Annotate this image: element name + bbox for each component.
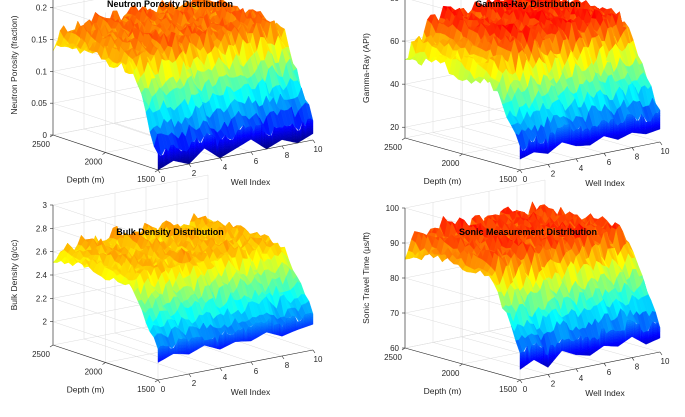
x-tick-label: 2 <box>192 169 197 178</box>
surface-facet <box>287 125 290 129</box>
surface-facet <box>564 124 567 127</box>
chart-title: Neutron Porosity Distribution <box>107 0 233 9</box>
z-tick-label: 0.1 <box>36 67 48 76</box>
surface-facet <box>178 338 182 341</box>
y-tick-mark <box>154 169 159 173</box>
x-tick-mark <box>603 153 607 157</box>
y-axis-label: Depth (m) <box>424 176 462 186</box>
surface-facet <box>566 131 570 135</box>
z-axis-label: Neutron Porosity (fraction) <box>9 15 19 114</box>
z-tick-label: 0 <box>43 131 48 140</box>
y-tick-label: 1500 <box>137 175 155 184</box>
surface-facet <box>307 118 311 122</box>
surface-facet <box>557 127 560 131</box>
x-tick-label: 6 <box>254 157 259 166</box>
x-axis-label: Well Index <box>585 178 625 188</box>
surface-facet <box>258 128 262 132</box>
z-tick-label: 20 <box>390 123 399 132</box>
surface-facet <box>279 127 283 130</box>
surface-facet <box>636 120 640 123</box>
surface-facet <box>610 118 614 122</box>
surface-facet <box>566 135 570 139</box>
x-tick-mark <box>547 164 551 168</box>
surface-facet <box>224 148 229 152</box>
y-tick-label: 2500 <box>384 143 402 152</box>
surface-facet <box>573 142 577 145</box>
x-tick-mark <box>219 157 223 162</box>
x-axis-label: Well Index <box>231 177 271 187</box>
surface-facet <box>287 133 290 136</box>
z-tick-label: 80 <box>390 0 399 3</box>
y-tick-label: 1500 <box>499 175 517 184</box>
z-tick-label: 0.15 <box>31 36 47 45</box>
surface-facet <box>258 124 262 128</box>
surface-facet <box>209 134 213 137</box>
x-tick-mark <box>157 169 161 174</box>
x-tick-mark <box>575 158 579 162</box>
surface-facet <box>601 120 605 123</box>
surface-facet <box>181 338 185 341</box>
surface-facet <box>281 137 285 139</box>
x-tick-label: 10 <box>314 145 323 154</box>
x-tick-label: 8 <box>635 153 640 162</box>
x-tick-mark <box>250 151 254 156</box>
surface-facet <box>627 113 630 117</box>
surface-facet <box>170 144 174 148</box>
surface-facet <box>550 132 553 136</box>
surface-facet <box>648 121 651 124</box>
x-tick-mark <box>519 169 523 174</box>
x-tick-mark <box>659 141 663 146</box>
x-tick-label: 0 <box>161 175 166 184</box>
x-tick-label: 6 <box>607 158 612 167</box>
surface-facet <box>629 121 633 125</box>
surface-facet <box>237 129 241 133</box>
surface-facet <box>183 338 187 341</box>
z-tick-label: 0.05 <box>31 99 47 108</box>
y-tick-mark <box>516 169 521 173</box>
gamma-ray-surface-plot: 0 2 4 6 8 10 1500 2000 2500 20 40 60 80 Well Index Dep… <box>361 0 670 188</box>
x-tick-mark <box>631 147 635 151</box>
y-tick-mark <box>401 137 406 141</box>
x-tick-label: 4 <box>579 164 584 173</box>
surface-facet <box>181 150 185 153</box>
z-tick-label: 60 <box>390 37 399 46</box>
surface-facet <box>645 121 649 124</box>
chart-title: Gamma-Ray Distribution <box>475 0 581 9</box>
x-tick-mark <box>312 139 316 144</box>
y-axis-label: Depth (m) <box>67 175 105 185</box>
surface-facet <box>566 133 570 137</box>
surface-facet <box>196 336 200 339</box>
surface-facet <box>266 141 270 144</box>
x-tick-label: 2 <box>551 169 556 178</box>
z-tick-label: 0.2 <box>36 4 48 13</box>
surface-facet <box>219 139 223 142</box>
surface-facet <box>610 128 614 131</box>
surface-facet <box>566 124 570 127</box>
x-tick-mark <box>188 163 192 168</box>
surface-facet <box>610 126 614 129</box>
z-axis-label: Gamma-Ray (API) <box>361 33 371 103</box>
x-tick-label: 0 <box>523 175 528 184</box>
x-tick-label: 10 <box>661 147 670 156</box>
y-tick-label: 2000 <box>442 159 460 168</box>
x-tick-mark <box>281 145 285 150</box>
x-tick-label: 4 <box>223 163 228 172</box>
z-tick-label: 40 <box>390 80 399 89</box>
surface-facet <box>256 125 259 128</box>
x-tick-label: 8 <box>285 151 290 160</box>
y-tick-mark <box>102 152 106 155</box>
y-tick-label: 2000 <box>85 158 103 167</box>
surface-facet <box>165 346 169 349</box>
y-tick-mark <box>459 153 463 157</box>
y-tick-label: 2500 <box>32 140 50 149</box>
surface-facet <box>585 128 588 131</box>
surface-facet <box>575 128 579 132</box>
surface-facet <box>655 112 658 116</box>
surface-facet <box>594 132 598 135</box>
surface-facet <box>592 125 595 129</box>
